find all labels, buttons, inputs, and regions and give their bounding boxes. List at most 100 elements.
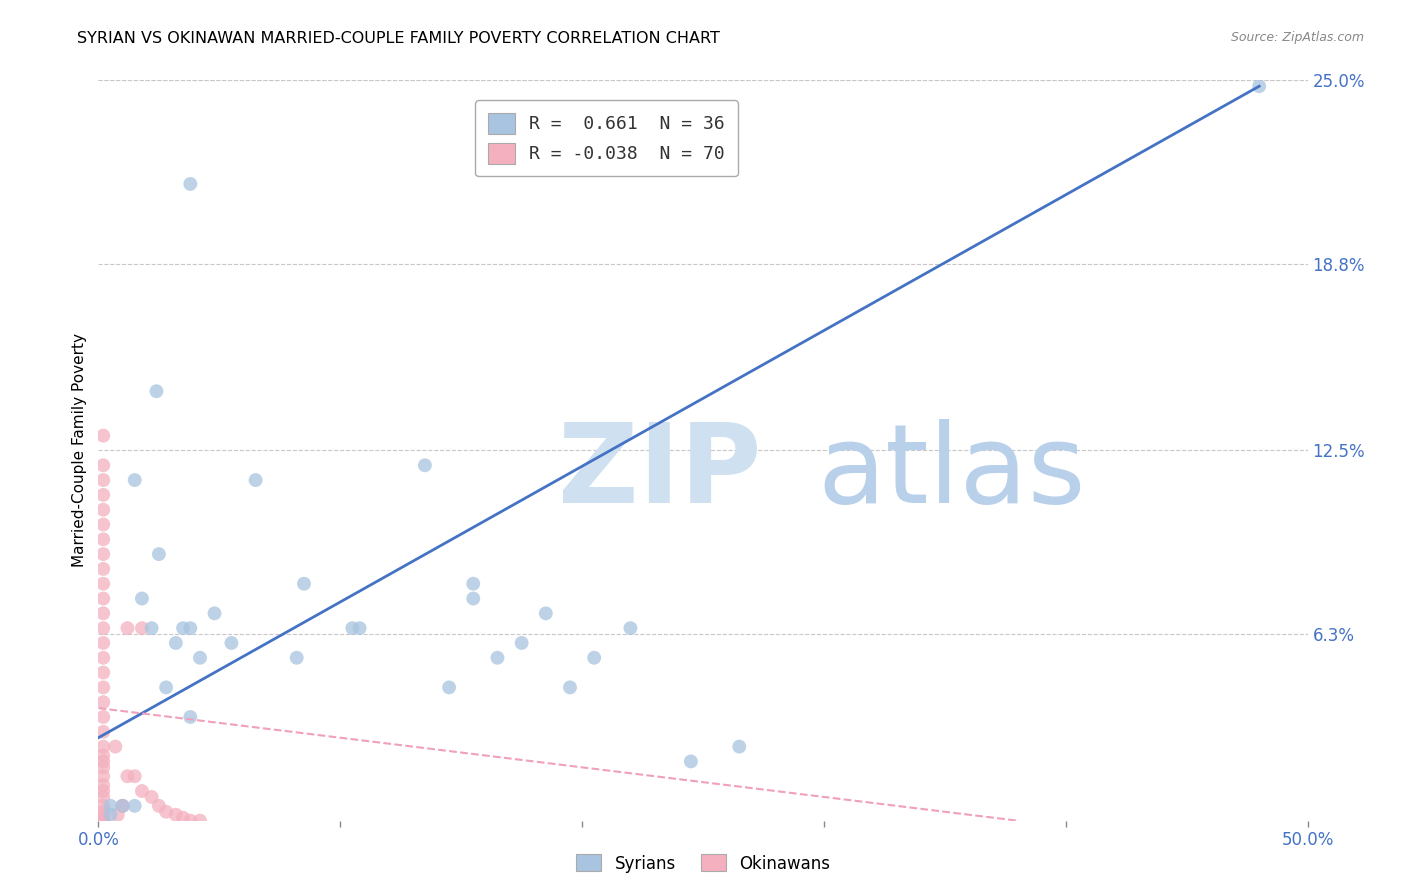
Point — [534, 607, 557, 621]
Point — [91, 591, 114, 606]
Point — [91, 814, 114, 828]
Point — [583, 650, 606, 665]
Point — [141, 789, 163, 804]
Point — [349, 621, 371, 635]
Point — [91, 814, 114, 828]
Point — [245, 473, 267, 487]
Point — [91, 695, 114, 709]
Point — [91, 814, 114, 828]
Point — [91, 488, 114, 502]
Point — [91, 562, 114, 576]
Point — [679, 755, 702, 769]
Point — [111, 798, 134, 813]
Point — [91, 681, 114, 695]
Point — [413, 458, 436, 473]
Point — [463, 576, 485, 591]
Point — [91, 748, 114, 763]
Point — [91, 814, 114, 828]
Point — [111, 798, 134, 813]
Point — [91, 814, 114, 828]
Point — [91, 814, 114, 828]
Point — [91, 814, 114, 828]
Point — [91, 636, 114, 650]
Point — [104, 739, 127, 754]
Point — [91, 760, 114, 774]
Point — [91, 789, 114, 804]
Point — [91, 502, 114, 516]
Point — [510, 636, 533, 650]
Point — [91, 778, 114, 792]
Point — [91, 458, 114, 473]
Point — [124, 798, 146, 813]
Point — [292, 576, 315, 591]
Point — [179, 177, 201, 191]
Point — [100, 798, 122, 813]
Y-axis label: Married-Couple Family Poverty: Married-Couple Family Poverty — [72, 334, 87, 567]
Point — [91, 814, 114, 828]
Point — [91, 814, 114, 828]
Point — [91, 814, 114, 828]
Point — [91, 517, 114, 532]
Point — [91, 814, 114, 828]
Point — [91, 724, 114, 739]
Text: ZIP: ZIP — [558, 419, 761, 526]
Point — [558, 681, 581, 695]
Point — [437, 681, 460, 695]
Point — [91, 814, 114, 828]
Point — [463, 591, 485, 606]
Point — [145, 384, 167, 399]
Point — [285, 650, 308, 665]
Point — [91, 710, 114, 724]
Point — [91, 607, 114, 621]
Point — [179, 621, 201, 635]
Point — [91, 814, 114, 828]
Point — [131, 591, 153, 606]
Legend: Syrians, Okinawans: Syrians, Okinawans — [569, 847, 837, 880]
Point — [91, 547, 114, 561]
Point — [204, 607, 226, 621]
Point — [188, 650, 211, 665]
Text: atlas: atlas — [818, 419, 1087, 526]
Point — [172, 811, 194, 825]
Point — [91, 805, 114, 819]
Point — [91, 798, 114, 813]
Point — [91, 814, 114, 828]
Point — [91, 814, 114, 828]
Point — [486, 650, 509, 665]
Legend: R =  0.661  N = 36, R = -0.038  N = 70: R = 0.661 N = 36, R = -0.038 N = 70 — [475, 101, 738, 177]
Point — [91, 814, 114, 828]
Point — [91, 814, 114, 828]
Point — [131, 784, 153, 798]
Point — [91, 428, 114, 442]
Point — [91, 814, 114, 828]
Point — [728, 739, 751, 754]
Point — [91, 755, 114, 769]
Point — [342, 621, 364, 635]
Point — [619, 621, 641, 635]
Point — [91, 769, 114, 783]
Point — [91, 533, 114, 547]
Text: SYRIAN VS OKINAWAN MARRIED-COUPLE FAMILY POVERTY CORRELATION CHART: SYRIAN VS OKINAWAN MARRIED-COUPLE FAMILY… — [77, 31, 720, 46]
Point — [148, 798, 170, 813]
Point — [117, 621, 139, 635]
Point — [165, 636, 187, 650]
Point — [117, 769, 139, 783]
Point — [221, 636, 243, 650]
Point — [111, 798, 134, 813]
Point — [91, 473, 114, 487]
Point — [91, 739, 114, 754]
Point — [165, 807, 187, 822]
Point — [1249, 79, 1271, 94]
Point — [100, 807, 122, 822]
Point — [91, 784, 114, 798]
Point — [179, 710, 201, 724]
Text: Source: ZipAtlas.com: Source: ZipAtlas.com — [1230, 31, 1364, 45]
Point — [155, 805, 177, 819]
Point — [91, 665, 114, 680]
Point — [91, 811, 114, 825]
Point — [179, 814, 201, 828]
Point — [91, 621, 114, 635]
Point — [91, 576, 114, 591]
Point — [91, 814, 114, 828]
Point — [91, 650, 114, 665]
